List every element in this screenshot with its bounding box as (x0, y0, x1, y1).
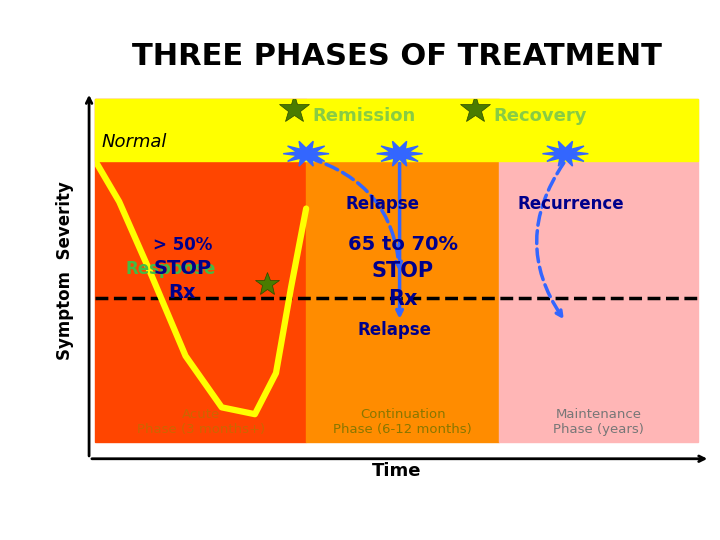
Text: 65 to 70%: 65 to 70% (348, 235, 458, 254)
Text: Time: Time (372, 462, 421, 480)
Text: Continuation
Phase (6-12 months): Continuation Phase (6-12 months) (333, 408, 472, 436)
Polygon shape (283, 141, 329, 166)
Text: Acute
Phase (3 months+): Acute Phase (3 months+) (137, 408, 265, 436)
Bar (499, 99, 698, 442)
Text: Rx: Rx (168, 282, 197, 302)
Text: Rx: Rx (388, 288, 418, 308)
Text: Relapse: Relapse (346, 194, 419, 213)
Text: Recurrence: Recurrence (517, 194, 624, 213)
Text: Normal: Normal (101, 133, 166, 151)
Text: STOP: STOP (372, 261, 433, 281)
Polygon shape (377, 141, 423, 166)
Text: Response: Response (125, 260, 215, 278)
Text: Symptom  Severity: Symptom Severity (56, 181, 74, 360)
Polygon shape (542, 141, 588, 166)
Bar (95, 99, 698, 160)
Text: Recovery: Recovery (493, 107, 587, 125)
Bar (95, 99, 306, 442)
Text: Maintenance
Phase (years): Maintenance Phase (years) (553, 408, 644, 436)
Text: STOP: STOP (153, 259, 212, 278)
Bar (306, 99, 499, 442)
Text: THREE PHASES OF TREATMENT: THREE PHASES OF TREATMENT (132, 43, 662, 71)
Text: > 50%: > 50% (153, 235, 212, 254)
Text: Remission: Remission (312, 107, 415, 125)
Text: Relapse: Relapse (357, 321, 431, 339)
